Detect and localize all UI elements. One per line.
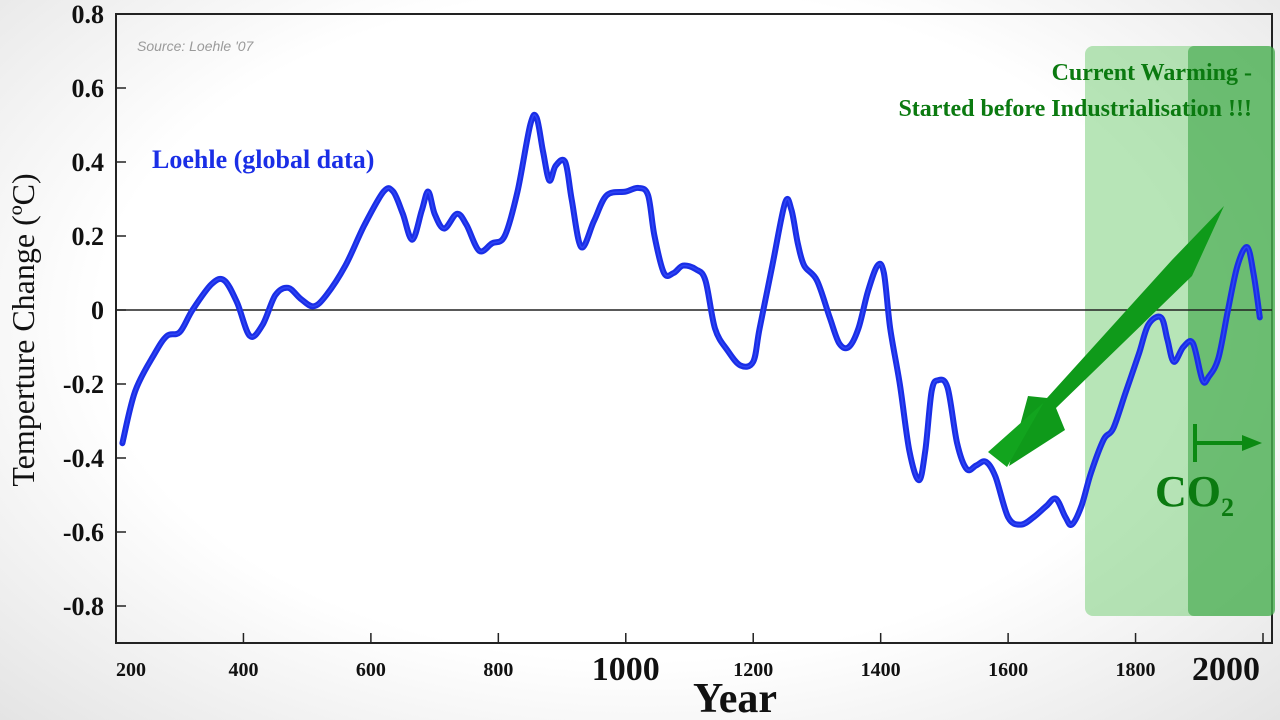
y-tick-label: -0.2 [63,370,104,399]
x-tick-label: 800 [483,659,513,681]
y-tick-label: 0.8 [72,0,105,29]
trend-arrow [988,206,1224,467]
co2-shade [1188,46,1275,616]
x-tick-label: 1200 [733,659,773,681]
series-line-highlight [121,114,1261,526]
y-axis-ticks: 0.8 0.6 0.4 0.2 0 -0.2 -0.4 -0.6 -0.8 [63,0,126,621]
x-tick-label: 400 [228,659,258,681]
y-tick-label: -0.8 [63,592,104,621]
x-tick-label: 1600 [988,659,1028,681]
co2-arrow [1193,424,1262,462]
x-tick-label: 1400 [861,659,901,681]
warming-annotation-line2: Started before Industrialisation !!! [898,96,1252,122]
x-axis-label: Year [693,676,777,720]
x-tick-label: 1800 [1116,659,1156,681]
source-label: Source: Loehle '07 [137,38,255,54]
x-tick-label: 1000 [592,651,660,688]
y-tick-label: 0 [91,296,104,325]
y-tick-label: 0.6 [72,74,105,103]
x-tick-label: 2000 [1192,651,1260,688]
y-tick-label: 0.2 [72,222,105,251]
series-label: Loehle (global data) [152,145,374,174]
y-tick-label: -0.6 [63,518,104,547]
series-group [119,111,1263,528]
y-tick-label: 0.4 [72,148,105,177]
x-tick-label: 200 [116,659,146,681]
y-axis-label: Temperture Change (ºC) [5,173,41,486]
x-tick-label: 600 [356,659,386,681]
co2-label: CO2 [1155,467,1234,522]
x-axis-ticks: 200 400 600 800 1000 1200 1400 1600 1800 2000 [115,633,1264,688]
warming-annotation-line1: Current Warming - [1052,60,1252,86]
y-tick-label: -0.4 [63,444,104,473]
